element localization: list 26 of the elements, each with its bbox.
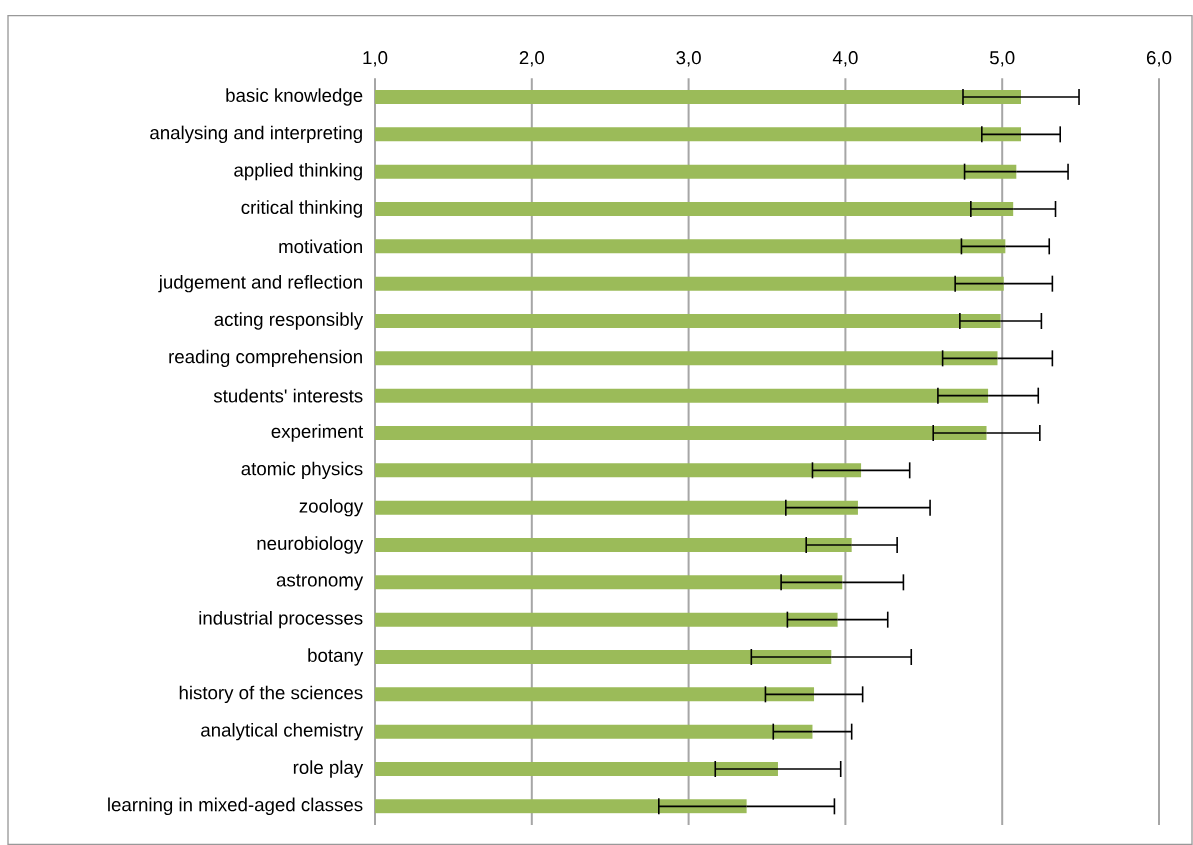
y-tick-label: analysing and interpreting: [150, 125, 362, 144]
y-tick-label: students' interests: [213, 388, 363, 403]
y-tick-label: basic knowledge: [226, 88, 363, 106]
y-tick-label: role play: [293, 760, 364, 778]
y-tick-label: acting responsibly: [214, 312, 364, 330]
y-tick-label: experiment: [271, 424, 364, 442]
y-tick-label: zoology: [299, 498, 364, 517]
y-tick-label: botany: [308, 648, 364, 666]
y-tick-label: industrial processes: [199, 610, 363, 629]
y-tick-label: critical thinking: [241, 200, 362, 218]
y-tick-label: history of the sciences: [179, 685, 363, 704]
y-tick-label: atomic physics: [241, 461, 363, 480]
x-tick-label: 3,0: [676, 51, 701, 67]
x-tick-label: 6,0: [1146, 51, 1172, 67]
y-tick-label: applied thinking: [234, 162, 362, 181]
x-tick-label: 5,0: [989, 51, 1015, 67]
y-tick-label: judgement and reflection: [158, 274, 362, 293]
y-tick-label: reading comprehension: [169, 349, 362, 368]
y-tick-label: analytical chemistry: [201, 722, 364, 741]
y-tick-label: neurobiology: [257, 536, 364, 554]
y-tick-label: motivation: [279, 239, 362, 254]
y-tick-label: learning in mixed-aged classes: [108, 797, 363, 816]
x-tick-label: 1,0: [363, 51, 388, 67]
y-tick-label: astronomy: [276, 574, 364, 591]
x-tick-label: 4,0: [832, 51, 858, 67]
x-tick-label: 2,0: [519, 51, 545, 67]
